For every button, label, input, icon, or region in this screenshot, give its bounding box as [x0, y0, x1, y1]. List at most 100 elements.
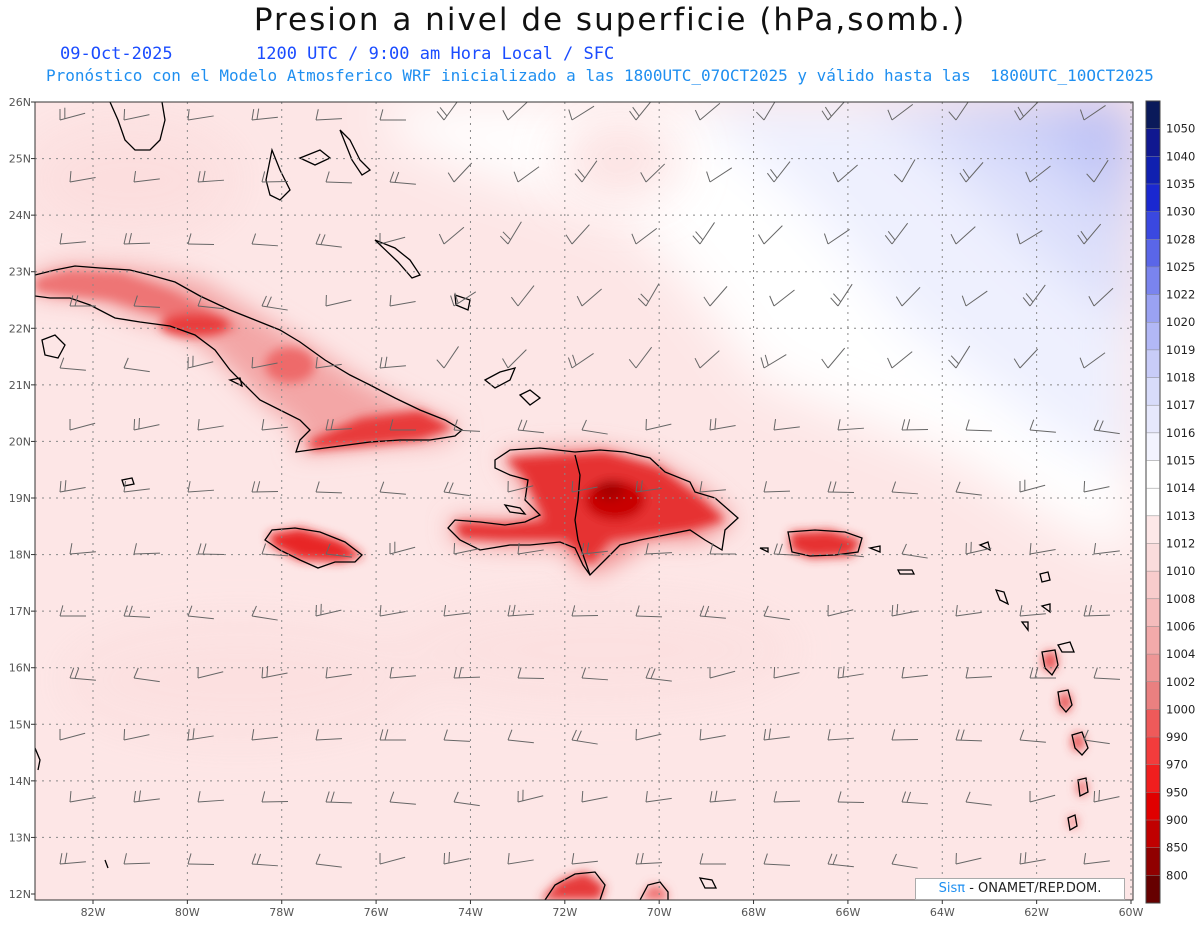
wind-barb [699, 481, 726, 493]
colorbar-swatch [1146, 156, 1160, 185]
wind-barb [827, 481, 855, 493]
colorbar-swatch [1146, 543, 1160, 572]
lat-label: 24N [9, 209, 31, 222]
lon-label: 62W [1024, 906, 1049, 919]
wind-barb [758, 225, 783, 245]
wind-barb [769, 289, 795, 307]
wind-barb [709, 790, 736, 803]
colorbar-label: 1030 [1166, 205, 1195, 219]
wind-barb [571, 605, 599, 617]
wind-barb [187, 481, 214, 493]
wind-barb [645, 418, 672, 431]
wind-barb [965, 541, 992, 555]
colorbar-swatch [1146, 211, 1160, 240]
wind-barb [760, 354, 787, 369]
wind-barb [1093, 419, 1120, 435]
colorbar-label: 800 [1166, 868, 1188, 882]
wind-barb [325, 294, 352, 307]
wind-barb [261, 666, 288, 679]
colorbar-swatch [1146, 432, 1160, 462]
wind-barb [133, 543, 161, 555]
credit-box: Sisπ - ONAMET/REP.DOM. [915, 878, 1125, 900]
wind-barb [69, 295, 96, 307]
wind-barb [438, 226, 465, 245]
wind-barb [123, 232, 151, 245]
wind-barb [574, 160, 598, 183]
wind-barb [315, 853, 342, 868]
colorbar-swatch [1146, 405, 1160, 434]
wind-barb [389, 171, 416, 185]
colorbar-label: 1008 [1166, 592, 1195, 606]
wind-barb [1079, 105, 1106, 121]
wind-barb [251, 605, 278, 621]
colorbar-swatch [1146, 183, 1160, 213]
wind-barb [69, 170, 96, 183]
wind-barb [517, 419, 544, 434]
wind-barb [1022, 284, 1046, 307]
colorbar-swatch [1146, 681, 1160, 710]
wind-barb [699, 605, 726, 619]
wind-barb [261, 419, 288, 431]
colorbar-label: 970 [1166, 758, 1188, 772]
wind-barb [1083, 729, 1110, 745]
wind-barb [884, 222, 909, 245]
wind-barb [1029, 419, 1056, 433]
colorbar-label: 990 [1166, 730, 1188, 744]
wind-barb [571, 853, 598, 865]
wind-barb [629, 102, 652, 121]
lon-label: 70W [647, 906, 672, 919]
wind-barb [251, 108, 278, 121]
wind-barb [755, 102, 776, 121]
colorbar-swatch [1146, 626, 1160, 655]
wind-barb [379, 729, 406, 741]
wind-barb [325, 418, 352, 431]
wind-barb [315, 729, 342, 741]
wind-barb [59, 480, 86, 493]
lat-label: 19N [9, 492, 31, 505]
wind-barb [197, 543, 225, 555]
wind-barb [631, 227, 658, 245]
wind-barb [823, 229, 850, 245]
colorbar-label: 1016 [1166, 426, 1195, 440]
wind-barb [379, 109, 406, 121]
wind-barb [261, 171, 289, 183]
colorbar-label: 1000 [1166, 702, 1195, 716]
wind-barb [251, 481, 279, 493]
wind-barb [581, 419, 608, 435]
wind-barb [517, 789, 544, 803]
wind-barb [571, 480, 598, 493]
wind-barb [645, 667, 672, 682]
wind-barb [895, 286, 921, 307]
colorbar-swatch [1146, 847, 1160, 876]
wind-barb [379, 481, 406, 495]
wind-barb [635, 605, 663, 618]
wind-barb [379, 233, 406, 245]
wind-barb [187, 728, 214, 741]
wind-barb [891, 481, 918, 495]
wind-barb [59, 729, 86, 741]
wind-barb [640, 163, 666, 183]
lon-label: 64W [930, 906, 955, 919]
lon-label: 68W [741, 906, 766, 919]
wind-barb [955, 852, 982, 865]
wind-barb [1019, 605, 1046, 617]
wind-barb [645, 543, 672, 555]
wind-barb [581, 542, 608, 555]
lat-label: 13N [9, 831, 31, 844]
wind-barb [513, 166, 540, 183]
wind-barb [517, 667, 545, 679]
wind-barb [830, 283, 853, 307]
wind-barb [315, 109, 342, 121]
wind-barb [453, 542, 480, 555]
wind-barb [635, 728, 662, 741]
colorbar-label: 1050 [1166, 122, 1195, 136]
wind-barb [133, 790, 160, 803]
wind-barb [315, 481, 343, 494]
wind-barb [59, 852, 86, 865]
wind-barb [123, 605, 150, 618]
wind-barb [59, 357, 86, 371]
wind-barb [443, 605, 470, 617]
colorbar-swatch [1146, 737, 1160, 766]
lon-label: 66W [835, 906, 860, 919]
